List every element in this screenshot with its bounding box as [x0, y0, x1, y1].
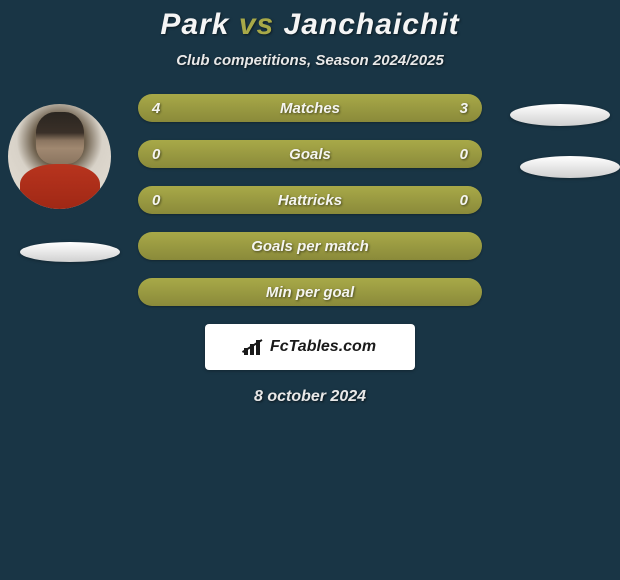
stat-row-min-per-goal: Min per goal [138, 278, 482, 306]
branding-content: FcTables.com [244, 338, 376, 356]
subtitle: Club competitions, Season 2024/2025 [0, 52, 620, 69]
stat-row-goals: 0 Goals 0 [138, 140, 482, 168]
date-label: 8 october 2024 [0, 388, 620, 406]
stat-right-value: 0 [460, 192, 468, 209]
player2-name: Janchaichit [284, 8, 460, 41]
branding-label: FcTables.com [270, 338, 376, 356]
stat-right-value: 3 [460, 100, 468, 117]
stat-label: Hattricks [278, 192, 342, 209]
vs-separator: vs [239, 8, 274, 41]
player1-club-badge [20, 242, 120, 262]
stat-label: Goals [289, 146, 331, 163]
page-title: Park vs Janchaichit [0, 8, 620, 42]
stat-row-hattricks: 0 Hattricks 0 [138, 186, 482, 214]
player1-avatar [8, 104, 111, 209]
stat-row-matches: 4 Matches 3 [138, 94, 482, 122]
stat-label: Goals per match [251, 238, 369, 255]
stat-label: Matches [280, 100, 340, 117]
stat-left-value: 0 [152, 192, 160, 209]
stats-content: 4 Matches 3 0 Goals 0 0 Hattricks 0 Goal… [0, 94, 620, 406]
branding-badge: FcTables.com [205, 324, 415, 370]
infographic-container: Park vs Janchaichit Club competitions, S… [0, 0, 620, 406]
stat-row-goals-per-match: Goals per match [138, 232, 482, 260]
player2-club-badge [520, 156, 620, 178]
chart-bars-icon [244, 339, 266, 355]
stat-label: Min per goal [266, 284, 354, 301]
stat-left-value: 4 [152, 100, 160, 117]
player1-name: Park [160, 8, 229, 41]
stat-bars: 4 Matches 3 0 Goals 0 0 Hattricks 0 Goal… [138, 94, 482, 306]
stat-left-value: 0 [152, 146, 160, 163]
stat-right-value: 0 [460, 146, 468, 163]
player2-avatar-placeholder [510, 104, 610, 126]
